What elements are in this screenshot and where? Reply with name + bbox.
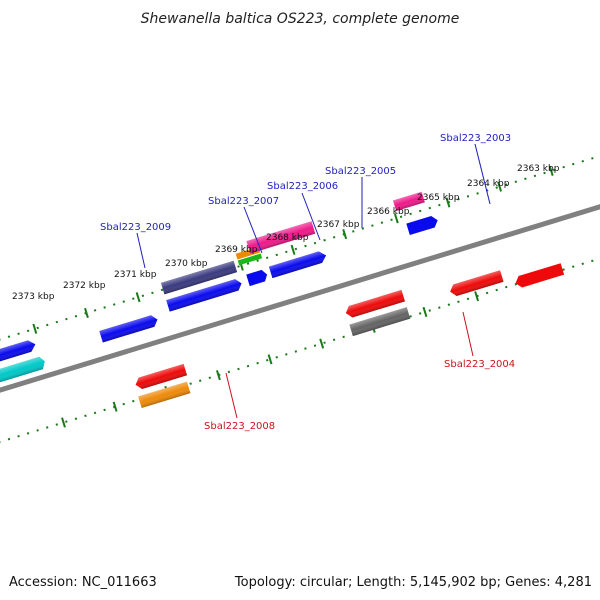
tick-label-2363: 2363 kbp — [517, 164, 560, 174]
feature-red-far-right[interactable] — [514, 263, 565, 289]
tick-label-2373: 2373 kbp — [12, 292, 55, 302]
tick-label-2364: 2364 kbp — [467, 179, 510, 189]
feature-blue-2007[interactable] — [166, 278, 243, 312]
gene-label-sbal2003[interactable]: Sbal223_2003 — [440, 133, 511, 144]
tick-label-2371: 2371 kbp — [114, 270, 157, 280]
gene-label-sbal2006[interactable]: Sbal223_2006 — [267, 181, 338, 192]
gene-label-sbal2007[interactable]: Sbal223_2007 — [208, 196, 279, 207]
leader-sbal2009 — [136, 232, 146, 269]
feature-blue-2003[interactable] — [406, 215, 439, 236]
feature-sbal2009[interactable] — [99, 314, 159, 343]
tick-label-2372: 2372 kbp — [63, 281, 106, 291]
genome-summary-text: Topology: circular; Length: 5,145,902 bp… — [234, 575, 592, 590]
genome-backbone — [0, 173, 600, 424]
leader-sbal2004 — [462, 311, 474, 357]
gene-label-sbal2004[interactable]: Sbal223_2004 — [444, 359, 515, 370]
map-title: Shewanella baltica OS223, complete genom… — [141, 11, 460, 27]
feature-red-2008[interactable] — [134, 363, 188, 391]
feature-blue-2006[interactable] — [246, 269, 269, 287]
feature-cyan-left[interactable] — [0, 356, 47, 397]
feature-sbal2008[interactable] — [138, 381, 191, 409]
accession-text: Accession: NC_011663 — [9, 575, 157, 590]
tick-label-2368: 2368 kbp — [266, 233, 309, 243]
leader-sbal2003 — [474, 143, 491, 205]
tick-label-2369: 2369 kbp — [215, 245, 258, 255]
feature-sbal2003[interactable] — [392, 191, 425, 211]
tick-label-2366: 2366 kbp — [367, 207, 410, 217]
gene-label-sbal2005[interactable]: Sbal223_2005 — [325, 166, 396, 177]
gene-label-sbal2009[interactable]: Sbal223_2009 — [100, 222, 171, 233]
tick-label-2365: 2365 kbp — [417, 193, 460, 203]
feature-sbal2004[interactable] — [349, 307, 411, 337]
feature-red-2004[interactable] — [344, 289, 405, 319]
upper-tick-row — [0, 145, 600, 359]
leader-sbal2006 — [301, 192, 321, 241]
feature-blue-left[interactable] — [0, 339, 37, 378]
leader-sbal2008 — [225, 372, 238, 419]
feature-sbal2005[interactable] — [246, 221, 316, 254]
tick-label-2370: 2370 kbp — [165, 259, 208, 269]
feature-red-right[interactable] — [448, 270, 504, 297]
gene-label-sbal2008[interactable]: Sbal223_2008 — [204, 421, 275, 432]
tick-label-2367: 2367 kbp — [317, 220, 360, 230]
feature-blue-2005[interactable] — [268, 250, 328, 279]
leader-sbal2007 — [243, 206, 263, 254]
feature-sbal2007[interactable] — [160, 260, 238, 295]
